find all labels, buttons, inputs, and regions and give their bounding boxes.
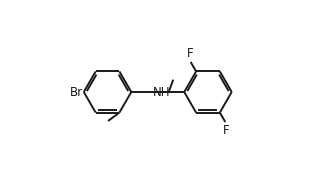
Text: F: F [187,47,194,60]
Text: F: F [222,124,229,137]
Text: NH: NH [153,86,171,99]
Text: Br: Br [70,86,83,98]
